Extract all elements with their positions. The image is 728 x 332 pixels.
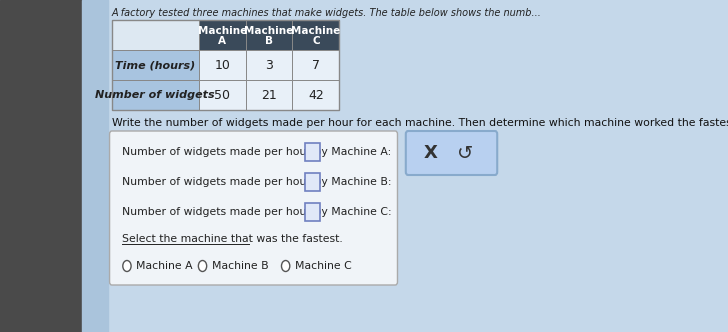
Text: 10: 10 [214,58,230,71]
FancyBboxPatch shape [110,131,397,285]
Text: Machine: Machine [197,26,247,36]
Bar [245,80,293,110]
Bar [305,203,320,221]
Text: A factory tested three machines that make widgets. The table below shows the num: A factory tested three machines that mak… [112,8,542,18]
Bar [199,50,245,80]
Text: ↺: ↺ [456,143,473,162]
Bar [245,50,293,80]
Text: Number of widgets: Number of widgets [95,90,215,100]
Bar [305,173,320,191]
Bar [0,0,82,332]
Bar [112,50,199,80]
Circle shape [123,261,131,272]
Text: Machine A: Machine A [136,261,193,271]
Bar [199,80,245,110]
Text: Machine B: Machine B [212,261,268,271]
Text: 42: 42 [308,89,324,102]
Text: Time (hours): Time (hours) [115,60,195,70]
Text: 21: 21 [261,89,277,102]
Circle shape [282,261,290,272]
Text: Number of widgets made per hour by Machine C:: Number of widgets made per hour by Machi… [122,207,392,217]
Bar [112,20,199,50]
Bar [112,80,199,110]
Text: Number of widgets made per hour by Machine B:: Number of widgets made per hour by Machi… [122,177,392,187]
Bar [82,0,108,332]
Bar [112,20,339,110]
Circle shape [198,261,207,272]
Text: Machine: Machine [291,26,341,36]
Text: 7: 7 [312,58,320,71]
Text: Write the number of widgets made per hour for each machine. Then determine which: Write the number of widgets made per hou… [112,118,728,128]
FancyBboxPatch shape [405,131,497,175]
Bar [199,20,245,50]
Text: B: B [265,36,273,46]
Text: Machine C: Machine C [295,261,352,271]
Text: A: A [218,36,226,46]
Bar [293,50,339,80]
Text: 3: 3 [265,58,273,71]
Text: X: X [424,144,438,162]
Bar [245,20,293,50]
Bar [293,80,339,110]
Bar [305,143,320,161]
Text: C: C [312,36,320,46]
Text: Machine: Machine [245,26,293,36]
Bar [293,20,339,50]
Text: Number of widgets made per hour by Machine A:: Number of widgets made per hour by Machi… [122,147,392,157]
Text: Select the machine that was the fastest.: Select the machine that was the fastest. [122,234,343,244]
Text: 50: 50 [214,89,230,102]
